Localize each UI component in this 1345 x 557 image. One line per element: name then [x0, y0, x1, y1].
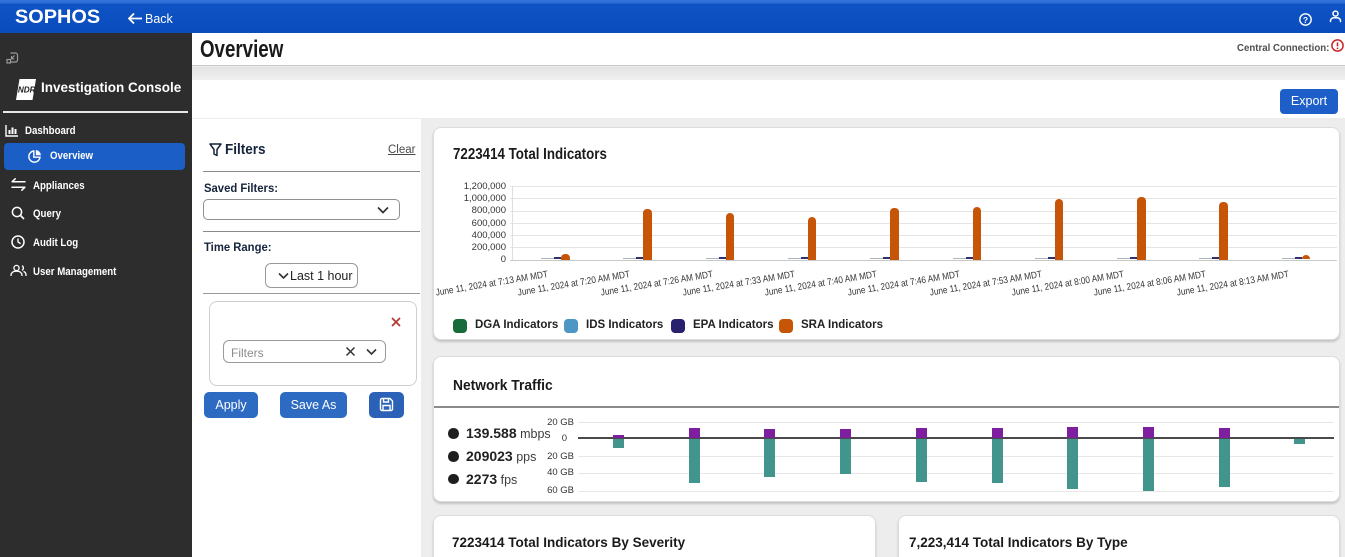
svg-text:NDR: NDR — [18, 86, 36, 95]
svg-text:?: ? — [1303, 15, 1308, 25]
